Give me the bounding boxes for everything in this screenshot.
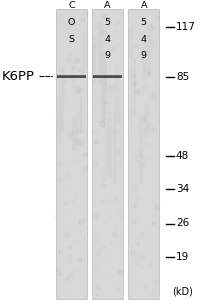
Text: S: S	[68, 34, 74, 43]
Text: 34: 34	[175, 184, 188, 194]
Text: 9: 9	[140, 51, 146, 60]
Text: 5: 5	[140, 18, 146, 27]
Text: K6PP: K6PP	[2, 70, 35, 83]
Text: C: C	[68, 2, 74, 10]
Text: 4: 4	[140, 34, 146, 43]
Bar	[128, 9, 158, 298]
Bar	[92, 74, 122, 78]
Text: 26: 26	[175, 218, 188, 229]
Bar	[92, 9, 122, 298]
Text: 9: 9	[104, 51, 110, 60]
Text: 19: 19	[175, 251, 188, 262]
Bar	[56, 74, 86, 78]
Text: A: A	[140, 2, 146, 10]
Text: 117: 117	[175, 22, 195, 32]
Text: (kD): (kD)	[171, 286, 192, 296]
Text: A: A	[104, 2, 110, 10]
Text: 4: 4	[104, 34, 110, 43]
Text: 5: 5	[104, 18, 110, 27]
Bar	[55, 9, 86, 298]
Text: 85: 85	[175, 71, 188, 82]
Text: 48: 48	[175, 151, 188, 161]
Text: O: O	[67, 18, 75, 27]
